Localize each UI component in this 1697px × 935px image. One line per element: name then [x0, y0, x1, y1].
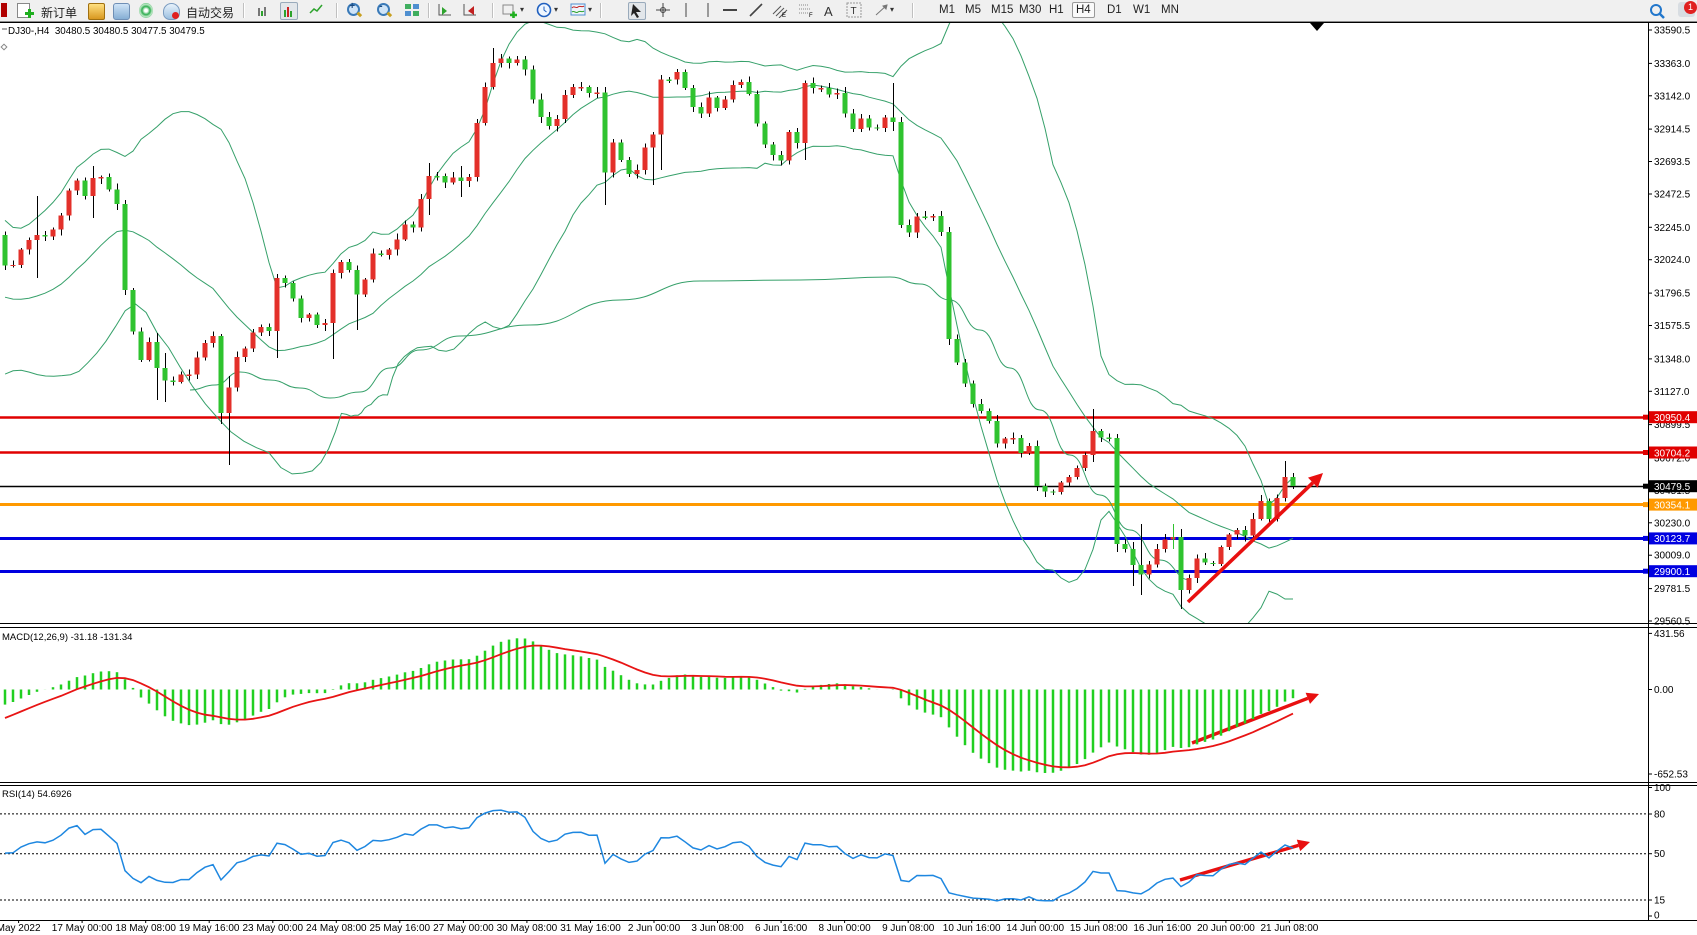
- svg-text:21 Jun 08:00: 21 Jun 08:00: [1260, 923, 1318, 934]
- svg-text:30230.0: 30230.0: [1654, 518, 1691, 529]
- svg-text:8 Jun 00:00: 8 Jun 00:00: [818, 923, 871, 934]
- svg-text:16 Jun 16:00: 16 Jun 16:00: [1133, 923, 1191, 934]
- svg-text:32472.5: 32472.5: [1654, 190, 1691, 201]
- svg-text:29560.5: 29560.5: [1654, 617, 1691, 628]
- svg-text:30479.5: 30479.5: [1654, 482, 1691, 493]
- svg-text:3 Jun 08:00: 3 Jun 08:00: [691, 923, 744, 934]
- svg-text:MACD(12,26,9) -31.18 -131.34: MACD(12,26,9) -31.18 -131.34: [2, 632, 132, 643]
- svg-text:6 Jun 16:00: 6 Jun 16:00: [755, 923, 808, 934]
- svg-text:29900.1: 29900.1: [1654, 567, 1691, 578]
- svg-text:31 May 16:00: 31 May 16:00: [560, 923, 621, 934]
- svg-text:30672.0: 30672.0: [1654, 454, 1691, 465]
- svg-text:30123.7: 30123.7: [1654, 534, 1691, 545]
- svg-text:30704.2: 30704.2: [1654, 448, 1691, 459]
- svg-text:10 Jun 16:00: 10 Jun 16:00: [943, 923, 1001, 934]
- svg-text:33363.0: 33363.0: [1654, 59, 1691, 70]
- svg-text:30899.5: 30899.5: [1654, 420, 1691, 431]
- svg-text:100: 100: [1654, 783, 1671, 794]
- svg-text:50: 50: [1654, 849, 1666, 860]
- svg-text:14 Jun 00:00: 14 Jun 00:00: [1006, 923, 1064, 934]
- svg-text:32245.0: 32245.0: [1654, 223, 1691, 234]
- svg-text:15 Jun 08:00: 15 Jun 08:00: [1070, 923, 1128, 934]
- svg-text:T: T: [851, 6, 857, 17]
- svg-text:May 2022: May 2022: [0, 923, 41, 934]
- svg-text:0: 0: [1654, 911, 1660, 922]
- svg-text:33142.0: 33142.0: [1654, 91, 1691, 102]
- svg-text:25 May 16:00: 25 May 16:00: [369, 923, 430, 934]
- svg-text:31575.5: 31575.5: [1654, 321, 1691, 332]
- svg-text:80: 80: [1654, 810, 1666, 821]
- svg-text:23 May 00:00: 23 May 00:00: [242, 923, 303, 934]
- svg-text:431.56: 431.56: [1654, 629, 1685, 640]
- svg-text:31796.5: 31796.5: [1654, 289, 1691, 300]
- svg-text:E: E: [782, 13, 786, 18]
- svg-text:F: F: [809, 13, 813, 18]
- svg-text:32024.0: 32024.0: [1654, 255, 1691, 266]
- svg-text:29781.5: 29781.5: [1654, 584, 1691, 595]
- svg-text:30 May 08:00: 30 May 08:00: [497, 923, 558, 934]
- svg-text:15: 15: [1654, 896, 1666, 907]
- svg-text:31127.0: 31127.0: [1654, 387, 1690, 398]
- svg-text:24 May 08:00: 24 May 08:00: [306, 923, 367, 934]
- svg-text:32693.5: 32693.5: [1654, 157, 1691, 168]
- svg-text:30950.4: 30950.4: [1654, 413, 1691, 424]
- svg-text:32914.5: 32914.5: [1654, 125, 1691, 136]
- svg-text:18 May 08:00: 18 May 08:00: [115, 923, 176, 934]
- svg-text:0.00: 0.00: [1654, 685, 1674, 696]
- svg-text:30354.1: 30354.1: [1654, 500, 1691, 511]
- svg-text:30009.0: 30009.0: [1654, 551, 1691, 562]
- svg-text:31348.0: 31348.0: [1654, 354, 1691, 365]
- svg-text:19 May 16:00: 19 May 16:00: [179, 923, 240, 934]
- svg-text:33590.5: 33590.5: [1654, 26, 1691, 37]
- svg-text:17 May 00:00: 17 May 00:00: [52, 923, 113, 934]
- svg-text:RSI(14) 54.6926: RSI(14) 54.6926: [2, 789, 72, 800]
- svg-text:2 Jun 00:00: 2 Jun 00:00: [628, 923, 681, 934]
- svg-text:9 Jun 08:00: 9 Jun 08:00: [882, 923, 935, 934]
- svg-text:20 Jun 00:00: 20 Jun 00:00: [1197, 923, 1255, 934]
- svg-text:-652.53: -652.53: [1654, 770, 1688, 781]
- svg-text:DJ30-,H4 30480.5 30480.5 3047: DJ30-,H4 30480.5 30480.5 30477.5 30479.5: [8, 26, 205, 37]
- svg-text:27 May 00:00: 27 May 00:00: [433, 923, 494, 934]
